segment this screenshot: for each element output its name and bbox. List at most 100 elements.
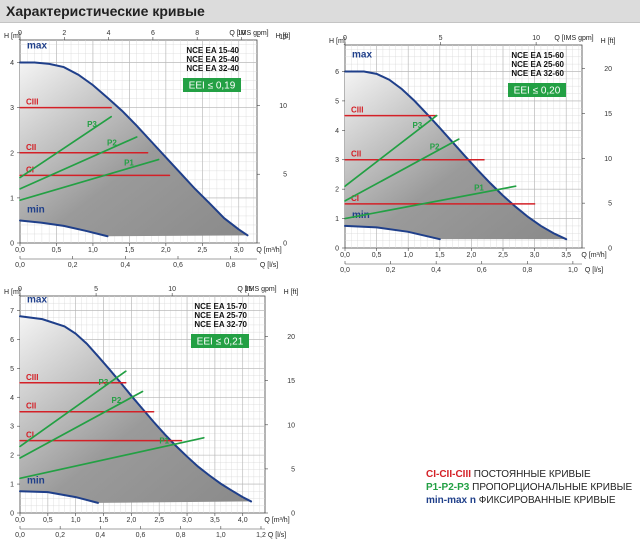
model-label: NCE EA 32-70 xyxy=(194,320,247,329)
tick-label-ls: 0,0 xyxy=(15,532,25,539)
tick-label-m: 2 xyxy=(10,150,14,157)
series-p1 xyxy=(19,436,205,480)
label-p2: P2 xyxy=(112,396,122,405)
series-max xyxy=(19,315,253,503)
tick-label-m3h: 3,5 xyxy=(561,252,571,259)
label-p3: P3 xyxy=(412,121,422,130)
model-label: NCE EA 25-60 xyxy=(511,60,564,69)
series-p3 xyxy=(19,370,127,448)
chart-legend: CI-CII-CIII ПОСТОЯННЫЕ КРИВЫЕ P1-P2-P3 П… xyxy=(426,468,636,507)
label-max: max xyxy=(27,41,47,52)
series-p2 xyxy=(344,138,460,202)
tick-label-ft: 15 xyxy=(279,34,287,41)
eei-badge xyxy=(183,78,241,92)
tick-label-gpm: 0 xyxy=(18,286,22,293)
tick-label-ft: 10 xyxy=(604,156,612,163)
tick-label-m: 1 xyxy=(335,216,339,223)
label-cii: CII xyxy=(351,150,361,159)
tick-label-ls: 1,0 xyxy=(216,532,226,539)
series-min xyxy=(19,219,109,238)
tick-label-m: 0 xyxy=(10,241,14,248)
label-ci: CI xyxy=(351,194,359,203)
legend-text-constant: ПОСТОЯННЫЕ КРИВЫЕ xyxy=(473,469,591,480)
tick-label-m: 6 xyxy=(335,69,339,76)
axis-unit-ls: Q [l/s] xyxy=(268,532,286,539)
axis-unit-ls: Q [l/s] xyxy=(260,262,278,269)
tick-label-ft: 15 xyxy=(604,111,612,118)
tick-label-m3h: 1,5 xyxy=(99,517,109,524)
series-p2 xyxy=(19,136,138,190)
tick-label-m3h: 2,0 xyxy=(467,252,477,259)
tick-label-m: 7 xyxy=(10,308,14,315)
series-max xyxy=(344,70,568,241)
tick-label-ls: 0,8 xyxy=(522,267,532,274)
tick-label-m: 4 xyxy=(10,60,14,67)
tick-label-ls: 0,4 xyxy=(120,262,130,269)
tick-label-ls: 0,0 xyxy=(340,267,350,274)
tick-label-ls: 0,4 xyxy=(431,267,441,274)
label-min: min xyxy=(27,475,45,486)
tick-label-m3h: 2,0 xyxy=(161,247,171,254)
label-ciii: CIII xyxy=(26,373,38,382)
tick-label-m3h: 0,5 xyxy=(372,252,382,259)
tick-label-m3h: 1,0 xyxy=(88,247,98,254)
tick-label-ft: 5 xyxy=(608,201,612,208)
model-label: NCE EA 25-70 xyxy=(194,311,247,320)
label-p1: P1 xyxy=(474,183,484,192)
axis-unit-gpm: Q [IMS gpm] xyxy=(229,30,268,37)
tick-label-ft: 0 xyxy=(608,246,612,253)
label-cii: CII xyxy=(26,402,36,411)
tick-label-m3h: 2,5 xyxy=(154,517,164,524)
legend-row-proportional: P1-P2-P3 ПРОПОРЦИОНАЛЬНЫЕ КРИВЫЕ xyxy=(426,481,636,494)
axis-unit-m: H [m] xyxy=(4,33,21,40)
tick-label-m: 3 xyxy=(10,105,14,112)
model-label: NCE EA 32-40 xyxy=(186,64,239,73)
tick-label-ft: 0 xyxy=(291,511,295,518)
tick-label-m: 0 xyxy=(10,511,14,518)
label-p1: P1 xyxy=(159,437,169,446)
tick-label-ft: 15 xyxy=(287,378,295,385)
legend-key-fixed: min-max n xyxy=(426,495,477,506)
tick-label-ls: 0,8 xyxy=(176,532,186,539)
tick-label-m: 5 xyxy=(335,98,339,105)
tick-label-ft: 20 xyxy=(604,66,612,73)
tick-label-m3h: 0,5 xyxy=(52,247,62,254)
label-ciii: CIII xyxy=(26,98,38,107)
axis-unit-ft: H [ft] xyxy=(601,38,616,45)
tick-label-ls: 1,0 xyxy=(568,267,578,274)
tick-label-m3h: 0,0 xyxy=(15,517,25,524)
label-p2: P2 xyxy=(107,138,117,147)
tick-label-m: 6 xyxy=(10,337,14,344)
tick-label-ls: 0,8 xyxy=(226,262,236,269)
legend-key-constant: CI-CII-CIII xyxy=(426,469,471,480)
tick-label-m3h: 2,0 xyxy=(126,517,136,524)
tick-label-gpm: 10 xyxy=(532,35,540,42)
axis-unit-m: H [m] xyxy=(329,38,346,45)
label-p1: P1 xyxy=(124,158,134,167)
tick-label-m3h: 3,0 xyxy=(182,517,192,524)
label-max: max xyxy=(27,294,47,305)
tick-label-m3h: 0,0 xyxy=(15,247,25,254)
eei-badge xyxy=(508,83,566,97)
eei-label: EEI ≤ 0,21 xyxy=(197,337,244,348)
tick-label-ft: 10 xyxy=(287,422,295,429)
tick-label-gpm: 8 xyxy=(195,30,199,37)
label-ci: CI xyxy=(26,431,34,440)
axis-unit-ft: H [ft] xyxy=(276,33,291,40)
tick-label-gpm: 4 xyxy=(107,30,111,37)
tick-label-m: 3 xyxy=(335,157,339,164)
tick-label-m3h: 1,5 xyxy=(125,247,135,254)
tick-label-m3h: 1,0 xyxy=(71,517,81,524)
axis-unit-m: H [m] xyxy=(4,289,21,296)
label-max: max xyxy=(352,49,372,60)
tick-label-ft: 20 xyxy=(287,334,295,341)
tick-label-gpm: 0 xyxy=(18,30,22,37)
tick-label-m3h: 0,0 xyxy=(340,252,350,259)
axis-unit-m3h: Q [m³/h] xyxy=(264,517,289,524)
tick-label-ft: 0 xyxy=(283,241,287,248)
tick-label-m: 5 xyxy=(10,366,14,373)
series-p3 xyxy=(19,115,113,179)
section-header: Характеристические кривые xyxy=(0,0,640,23)
tick-label-m: 1 xyxy=(10,482,14,489)
